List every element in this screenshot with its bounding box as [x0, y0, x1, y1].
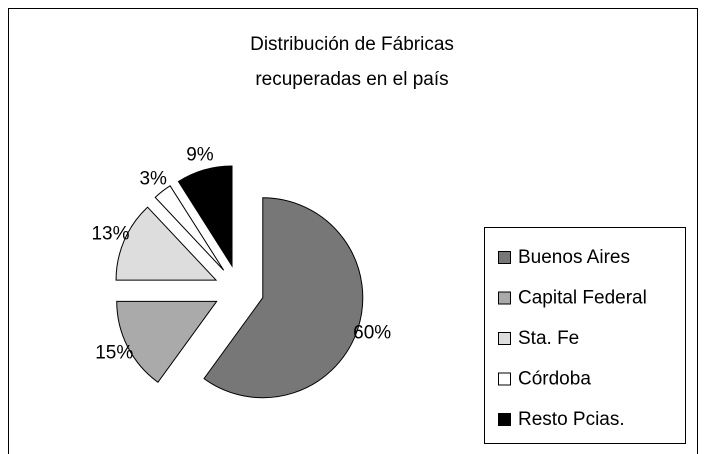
pie-slice: [177, 165, 233, 268]
data-label: 15%: [95, 343, 133, 364]
data-label: 3%: [139, 168, 167, 189]
chart-title: recuperadas en el país: [255, 69, 448, 90]
pie-slice: [115, 206, 218, 281]
legend-swatch: [498, 413, 511, 426]
legend-label: Capital Federal: [518, 288, 647, 309]
data-label: 9%: [186, 145, 214, 166]
legend-swatch: [498, 291, 511, 305]
pie-slice: [154, 185, 225, 271]
chart-border: [8, 8, 698, 454]
pie-slice: [203, 197, 364, 399]
chart-title: Distribución de Fábricas: [250, 34, 454, 55]
data-label: 13%: [91, 223, 129, 244]
legend-label: Resto Pcias.: [518, 409, 625, 430]
legend-swatch: [498, 251, 511, 264]
pie-slice: [116, 300, 218, 383]
legend-box: [484, 227, 686, 444]
legend-label: Córdoba: [518, 369, 591, 390]
data-label: 60%: [353, 322, 391, 343]
legend-label: Buenos Aires: [518, 247, 630, 268]
legend-swatch: [498, 332, 511, 345]
legend-label: Sta. Fe: [518, 328, 579, 349]
legend-swatch: [498, 372, 511, 386]
